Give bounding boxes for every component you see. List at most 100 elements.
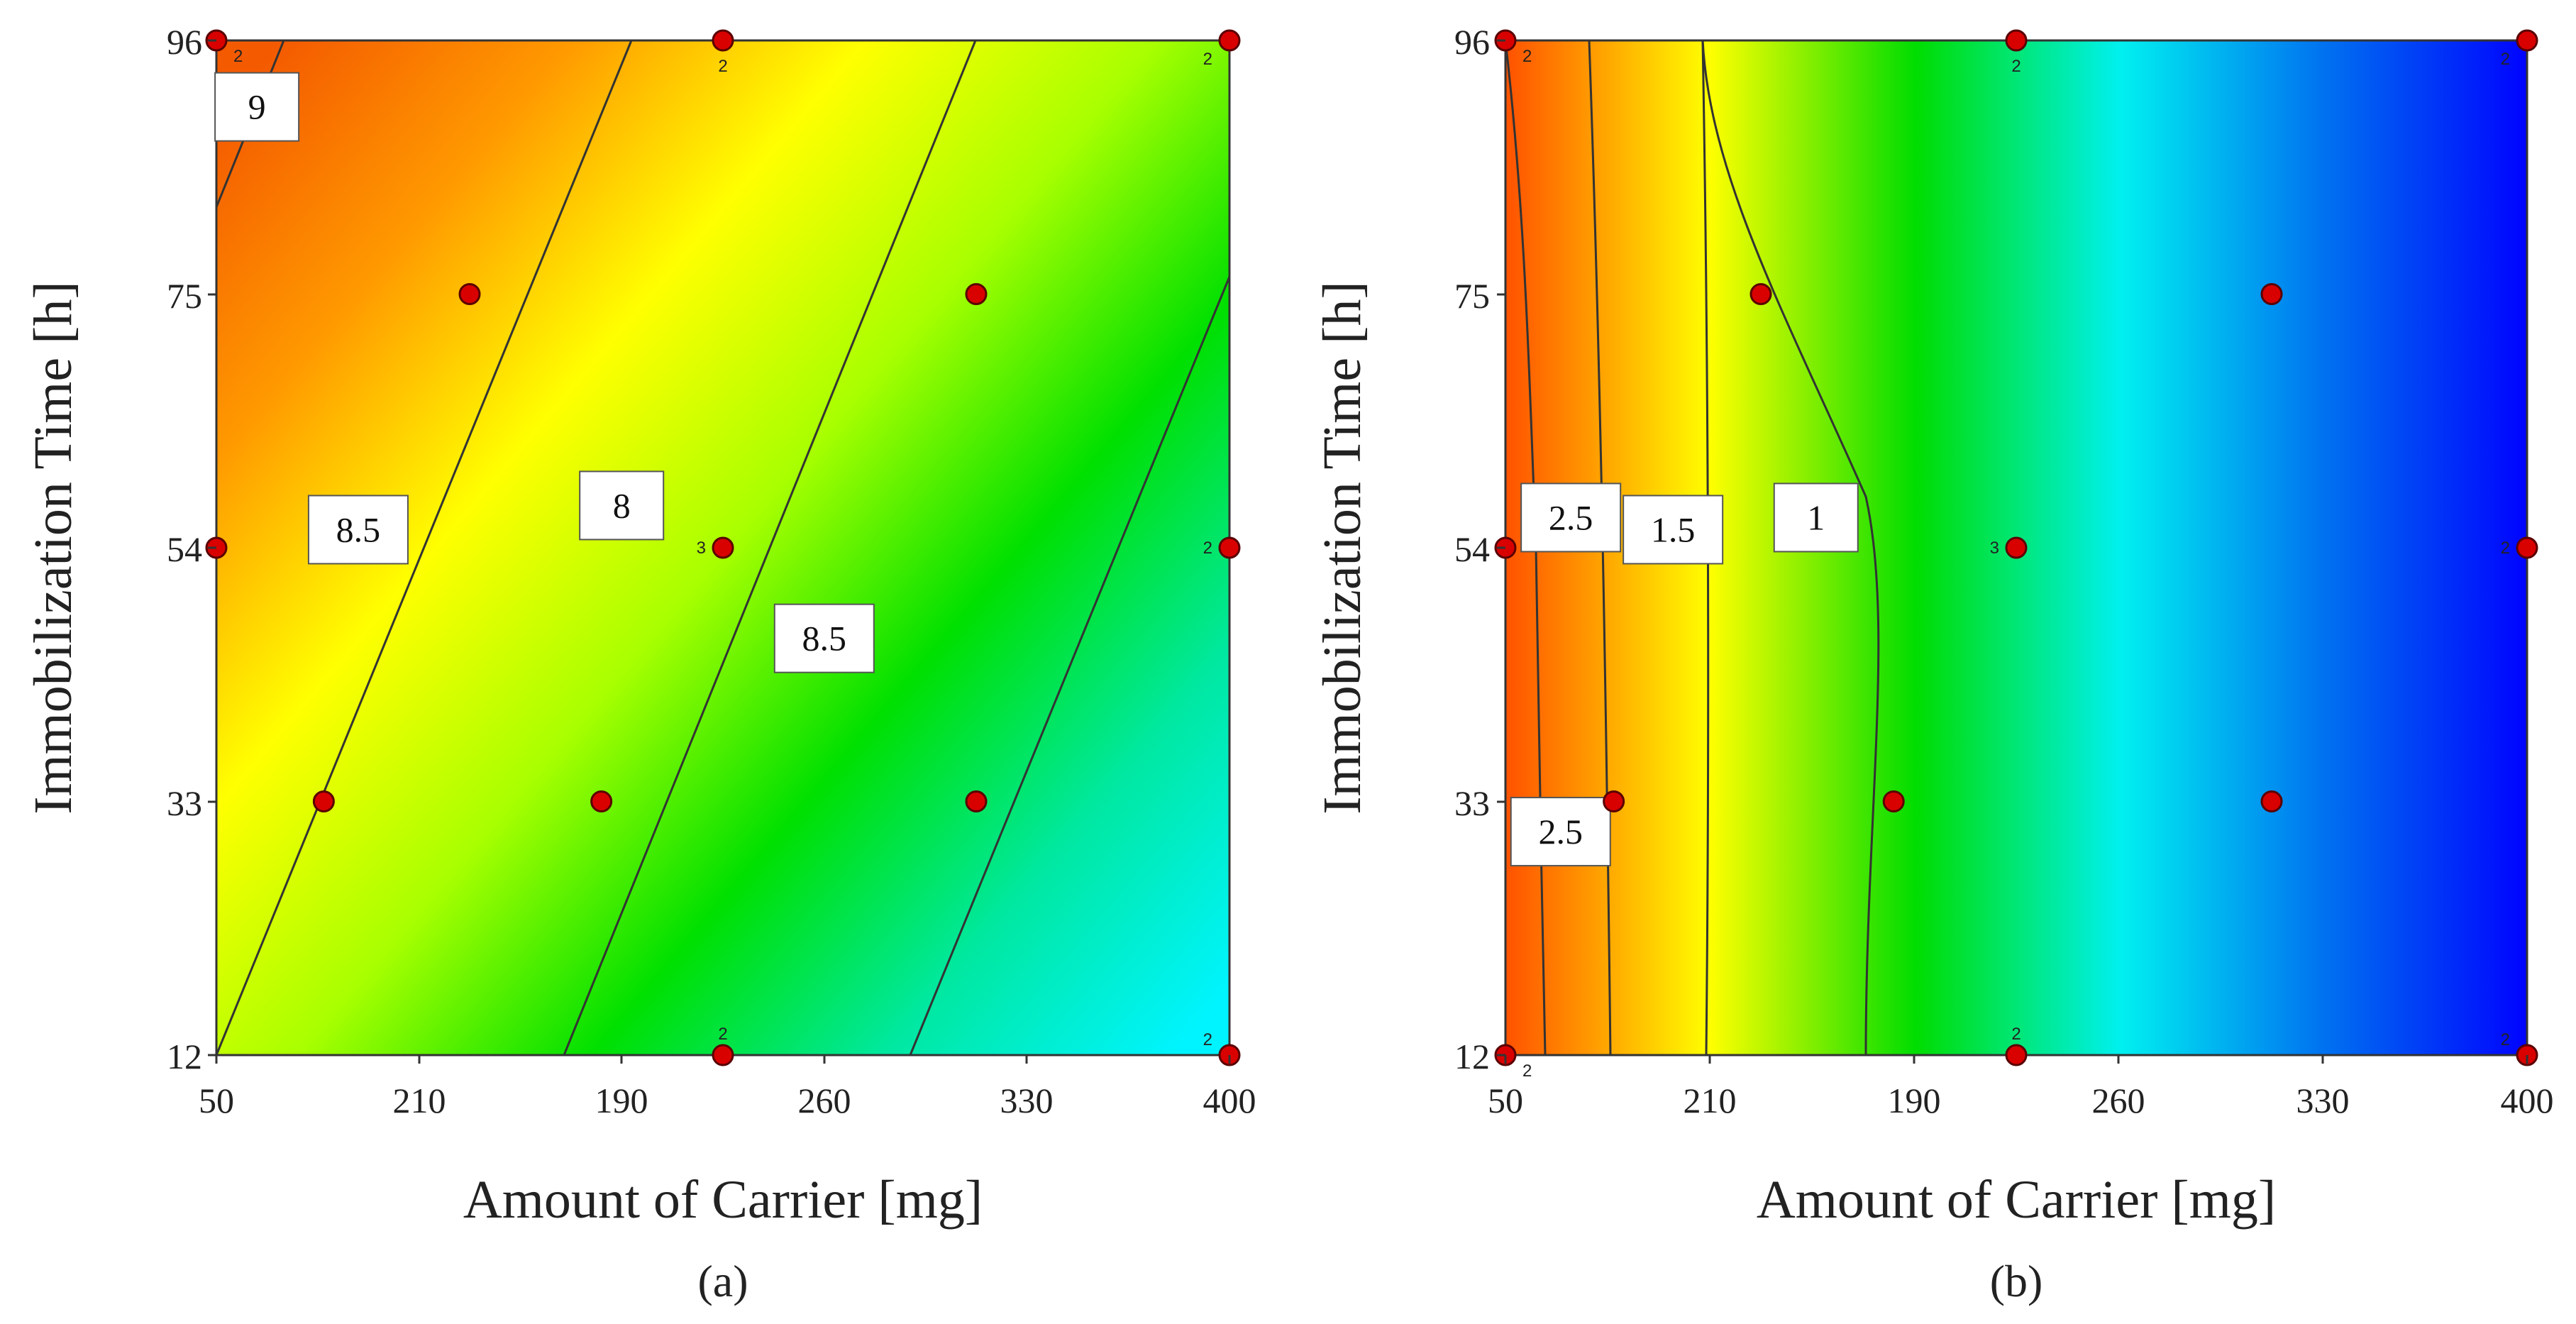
panel-a-design-point xyxy=(712,536,734,559)
panel-b-design-point xyxy=(2516,29,2538,52)
contour-label-text: 8.5 xyxy=(336,509,381,549)
panel-a-y-tick-label: 96 xyxy=(167,22,202,62)
contour-label-text: 9 xyxy=(248,87,266,127)
panel-a-replicate-count: 2 xyxy=(718,1025,727,1044)
contour-label-box xyxy=(214,72,300,142)
panel-b-y-tick-label: 75 xyxy=(1454,276,1490,316)
panel-b-design-point xyxy=(1603,790,1625,812)
panel-a-x-tick-label: 210 xyxy=(393,1081,446,1120)
panel-a-design-point xyxy=(312,790,335,812)
panel-a-y-tick-label: 33 xyxy=(167,783,202,823)
panel-a-design-point xyxy=(965,790,988,812)
panel-a-contour-label: 8.5 xyxy=(307,495,409,565)
panel-a-x-tick-label: 260 xyxy=(798,1081,851,1120)
panel-b-replicate-count: 2 xyxy=(1522,47,1532,66)
panel-b-replicate-count: 2 xyxy=(2501,1030,2510,1049)
contour-label-box xyxy=(579,470,665,541)
panel-a-x-ticks: 50 210 190 260 330 400 xyxy=(199,1055,1256,1120)
contour-label-text: 1.5 xyxy=(1651,509,1696,549)
panel-a-design-point xyxy=(1218,29,1241,52)
panel-b-design-point xyxy=(2005,536,2028,559)
panel-a-replicate-count: 3 xyxy=(697,539,706,558)
panel-a-contour-line-8.5-right xyxy=(909,276,1231,1056)
panel-b-replicate-count: 3 xyxy=(1990,539,1999,558)
panel-b-design-point xyxy=(1749,283,1772,305)
panel-a-contour-label: 8 xyxy=(579,470,665,541)
panel-b-contour-label: 1 xyxy=(1773,482,1859,553)
panel-a-y-ticks: 96 75 54 33 12 xyxy=(167,22,216,1076)
contour-label-box xyxy=(1623,495,1724,565)
panel-b-y-ticks: 96 75 54 33 12 xyxy=(1454,22,1505,1076)
contour-label-box xyxy=(1510,797,1611,867)
panel-a-y-axis-title: Immobilization Time [h] xyxy=(23,281,83,815)
panel-a-x-tick-label: 50 xyxy=(199,1081,234,1120)
panel-b-x-tick-label: 330 xyxy=(2296,1081,2350,1120)
panel-b-design-point xyxy=(2516,536,2538,559)
panel-b-contour-label: 2.5 xyxy=(1520,482,1622,553)
panel-b-replicate-count: 2 xyxy=(2501,50,2510,69)
panel-b-replicate-count: 2 xyxy=(2501,539,2510,558)
panel-a-replicate-count: 2 xyxy=(718,57,727,76)
contour-label-box xyxy=(1773,482,1859,553)
panel-b-y-tick-label: 12 xyxy=(1454,1037,1490,1076)
panel-b-label: (b) xyxy=(1990,1256,2043,1306)
panel-b-replicate-count: 2 xyxy=(1522,1061,1532,1081)
contour-label-text: 8.5 xyxy=(802,619,847,658)
panel-b-y-axis-title: Immobilization Time [h] xyxy=(1312,281,1372,815)
panel-a-design-point xyxy=(590,790,613,812)
panel-a-design-point xyxy=(1218,536,1241,559)
contour-label-box xyxy=(1520,482,1622,553)
panel-a-y-tick-label: 12 xyxy=(167,1037,202,1076)
panel-a-contour-line-8.5-left xyxy=(215,40,633,1056)
panel-b-x-axis-title: Amount of Carrier [mg] xyxy=(1757,1170,2276,1230)
panel-b-contour-labels: 2.5 1.5 1 2.5 xyxy=(1510,482,1859,867)
panel-a-design-point xyxy=(965,283,988,305)
panel-b-y-tick-label: 33 xyxy=(1454,783,1490,823)
panel-b-design-point xyxy=(1882,790,1905,812)
panel-b-x-tick-label: 190 xyxy=(1888,1081,1941,1120)
panel-a-design-point xyxy=(712,29,734,52)
panel-b-design-point xyxy=(2260,790,2283,812)
panel-b-y-tick-label: 54 xyxy=(1454,529,1490,569)
panel-a-y-tick-label: 54 xyxy=(167,529,202,569)
panel-b-x-tick-label: 210 xyxy=(1684,1081,1737,1120)
panel-b-replicate-count: 2 xyxy=(2011,57,2021,76)
panel-a: 9 8.5 8 8.5 2 2 2 3 2 2 2 96 75 54 33 12 50 210 1… xyxy=(23,22,1256,1306)
panel-a-contour-line-8 xyxy=(563,40,977,1056)
panel-a-y-tick-label: 75 xyxy=(167,276,202,316)
panel-b-x-tick-label: 260 xyxy=(2092,1081,2145,1120)
panel-a-replicate-count: 2 xyxy=(1203,1030,1212,1049)
panel-b-design-point xyxy=(2005,29,2028,52)
panel-a-contour-labels: 9 8.5 8 8.5 xyxy=(214,72,875,673)
panel-b-contour-label: 2.5 xyxy=(1510,797,1611,867)
panel-b-y-tick-label: 96 xyxy=(1454,22,1490,62)
panel-a-label: (a) xyxy=(697,1256,748,1306)
panel-b-x-tick-label: 50 xyxy=(1488,1081,1523,1120)
panel-b-contour-line-1 xyxy=(1701,40,1880,1056)
panel-b-replicate-count: 2 xyxy=(2011,1025,2021,1044)
panel-b-contour-label: 1.5 xyxy=(1623,495,1724,565)
panel-b-x-ticks: 50 210 190 260 330 400 xyxy=(1488,1055,2554,1120)
panel-a-contour-label: 8.5 xyxy=(773,603,875,673)
panel-a-replicate-count: 2 xyxy=(1203,539,1212,558)
panel-a-x-tick-label: 190 xyxy=(595,1081,648,1120)
panel-b-x-tick-label: 400 xyxy=(2501,1081,2554,1120)
panel-a-design-point xyxy=(458,283,481,305)
contour-label-box xyxy=(307,495,409,565)
contour-label-text: 8 xyxy=(613,485,631,525)
panel-a-x-tick-label: 330 xyxy=(1000,1081,1054,1120)
panel-a-design-point xyxy=(712,1044,734,1066)
panel-b-design-points: 2 2 2 3 2 2 2 2 xyxy=(1494,29,2538,1081)
panel-a-replicate-count: 2 xyxy=(1203,50,1212,69)
contour-label-text: 1 xyxy=(1807,497,1825,537)
panel-a-replicate-count: 2 xyxy=(233,47,243,66)
panel-a-x-tick-label: 400 xyxy=(1203,1081,1256,1120)
panel-b-design-point xyxy=(2260,283,2283,305)
panel-b: 2.5 1.5 1 2.5 2 2 2 3 2 2 2 2 96 75 54 33 12 50 21… xyxy=(1312,22,2554,1306)
contour-label-text: 2.5 xyxy=(1549,497,1593,537)
contour-label-text: 2.5 xyxy=(1539,812,1583,851)
panel-a-contour-label: 9 xyxy=(214,72,300,142)
panel-b-design-point xyxy=(2005,1044,2028,1066)
panel-a-x-axis-title: Amount of Carrier [mg] xyxy=(463,1170,983,1230)
